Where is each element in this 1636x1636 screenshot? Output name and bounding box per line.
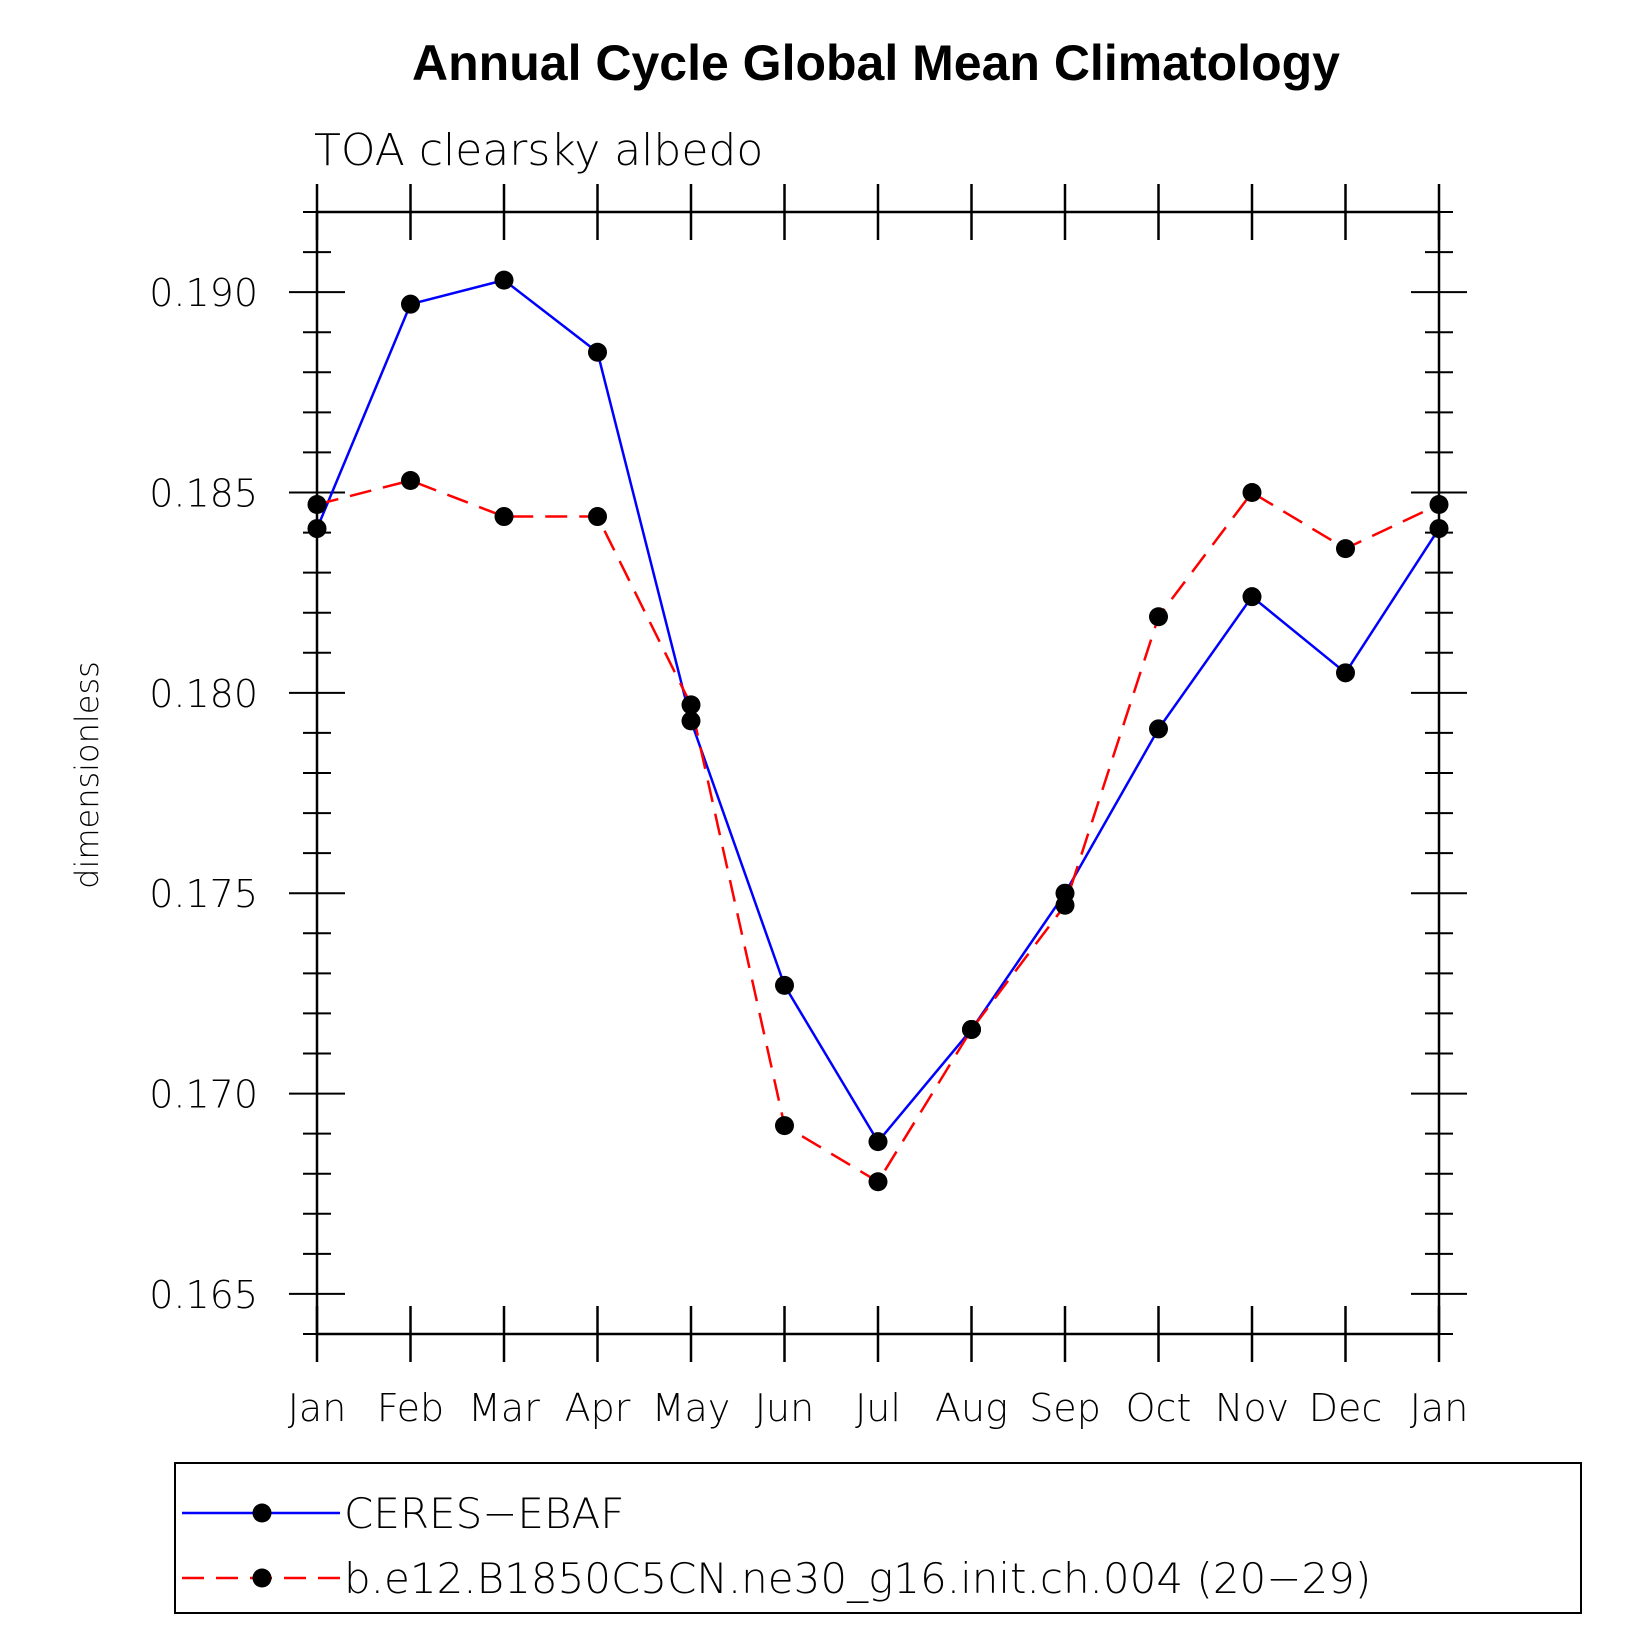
x-tick-label: May xyxy=(652,1386,731,1430)
x-tick-label: Apr xyxy=(565,1386,631,1430)
x-tick-label: Jun xyxy=(755,1386,814,1430)
legend-label-0: CERES−EBAF xyxy=(344,1489,624,1538)
data-point-series-1 xyxy=(588,507,607,527)
data-point-series-1 xyxy=(1055,895,1075,915)
plot-frame xyxy=(315,210,1441,1336)
data-point-series-1 xyxy=(1336,539,1355,559)
data-point-series-0 xyxy=(681,711,701,731)
legend-box xyxy=(174,1462,1582,1614)
data-point-series-1 xyxy=(494,507,514,527)
series-line-0 xyxy=(315,278,1441,1144)
y-axis-label: dimensionless xyxy=(68,661,106,889)
data-point-series-0 xyxy=(494,270,514,290)
legend-marker-0 xyxy=(252,1503,272,1523)
y-tick-label: 0.170 xyxy=(149,1073,258,1117)
data-point-series-1 xyxy=(962,1019,981,1039)
series-line-1 xyxy=(316,479,1440,1184)
legend: CERES−EBAF b.e12.B1850C5CN.ne30_g16.init.… xyxy=(174,1462,1582,1614)
data-point-series-0 xyxy=(775,975,794,995)
y-tick-label: 0.180 xyxy=(149,672,258,716)
x-tick-label: Nov xyxy=(1215,1386,1289,1430)
chart-title: Annual Cycle Global Mean Climatology xyxy=(412,35,1340,91)
data-point-series-1 xyxy=(868,1172,888,1192)
x-tick-label: Feb xyxy=(377,1386,444,1430)
y-tick-label: 0.175 xyxy=(149,872,258,916)
x-tick-label: Mar xyxy=(468,1386,540,1430)
data-point-series-0 xyxy=(868,1132,888,1152)
chart-subtitle: TOA clearsky albedo xyxy=(314,125,763,176)
y-tick-label: 0.185 xyxy=(149,472,258,516)
y-tick-label: 0.190 xyxy=(149,271,258,315)
x-tick-label: Jan xyxy=(1410,1386,1469,1430)
y-tick-labels: 0.165 0.170 0.175 0.180 0.185 0.190 xyxy=(149,271,258,1317)
data-point-series-1 xyxy=(681,695,701,715)
legend-items: CERES−EBAF b.e12.B1850C5CN.ne30_g16.init.… xyxy=(182,1489,1371,1603)
x-tick-label: Jan xyxy=(288,1386,347,1430)
data-point-series-0 xyxy=(1242,587,1262,607)
x-tick-label: Aug xyxy=(935,1386,1008,1430)
data-point-series-1 xyxy=(775,1116,794,1136)
data-point-series-0 xyxy=(1149,719,1168,739)
x-tick-label: Oct xyxy=(1126,1386,1192,1430)
data-point-series-0 xyxy=(401,294,420,314)
y-tick-label: 0.165 xyxy=(149,1273,258,1317)
data-point-series-1 xyxy=(401,470,420,490)
legend-label-1: b.e12.B1850C5CN.ne30_g16.init.ch.004 (20… xyxy=(344,1554,1371,1603)
data-point-series-0 xyxy=(1336,663,1355,683)
data-point-series-1 xyxy=(1149,607,1168,627)
x-tick-label: Jul xyxy=(855,1386,901,1430)
legend-marker-1 xyxy=(252,1568,272,1588)
x-tick-label: Sep xyxy=(1029,1386,1101,1430)
x-tick-label: Dec xyxy=(1309,1386,1383,1430)
data-point-series-1 xyxy=(1242,483,1262,502)
data-point-series-0 xyxy=(588,342,607,362)
x-tick-labels: Jan Feb Mar Apr May Jun Jul Aug Sep Oct Nov Dec Jan xyxy=(288,1386,1469,1430)
series-layer xyxy=(307,270,1449,1192)
